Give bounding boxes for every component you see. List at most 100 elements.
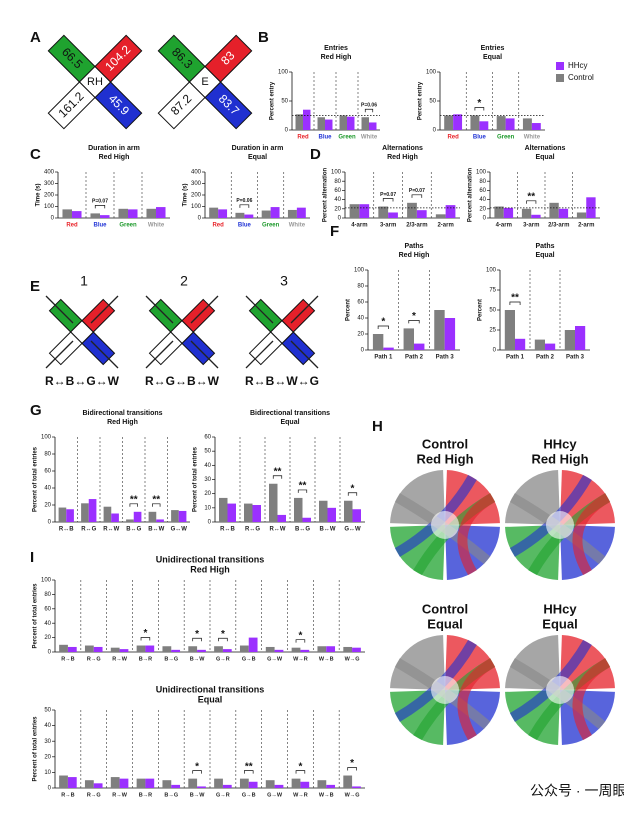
bar (407, 202, 417, 218)
x-tick-label: Blue (238, 223, 252, 229)
chart-subtitle: Equal (483, 54, 502, 61)
bar (156, 519, 164, 522)
x-tick-label: Red (212, 223, 224, 229)
chord-segment (560, 635, 615, 690)
chart-subtitle: Red High (321, 54, 352, 61)
x-tick-label: G→W (267, 656, 283, 662)
maze-diagonal: 87.283 (157, 34, 253, 130)
bar (197, 786, 206, 788)
significance: * (143, 628, 147, 639)
bar (219, 497, 228, 522)
bar (188, 646, 198, 652)
chart-subtitle: Red High (387, 154, 418, 161)
x-tick-label: White (524, 135, 541, 141)
y-tick-label: 0 (208, 520, 212, 526)
bar (90, 213, 100, 218)
significance-bracket (140, 637, 151, 641)
x-tick-label: R→G (87, 656, 101, 662)
bar (277, 514, 286, 522)
x-tick-label: 2-arm (437, 223, 453, 229)
chart-title: Unidirectional transitions (156, 684, 265, 694)
maze-center-label: E (201, 76, 208, 88)
y-tick-label: 40 (334, 197, 341, 203)
bar (503, 207, 514, 218)
bar (248, 637, 258, 652)
y-tick-label: 40 (204, 463, 211, 469)
significance-bracket (364, 108, 374, 113)
bar (302, 517, 311, 522)
significance: ** (130, 494, 138, 505)
bar (145, 778, 155, 788)
bar (319, 500, 328, 522)
bar (188, 778, 198, 788)
bar (59, 775, 68, 788)
y-tick-label: 100 (486, 268, 497, 274)
chord-segment (505, 470, 560, 525)
bar (300, 649, 310, 652)
bar (93, 646, 103, 652)
bar (118, 208, 128, 218)
y-tick-label: 20 (44, 635, 51, 641)
panel-label: B (258, 29, 269, 46)
significance-bracket (192, 637, 202, 642)
chart-title: Alternations (382, 145, 423, 152)
x-tick-label: Green (262, 223, 280, 229)
y-tick-label: 10 (204, 505, 211, 511)
x-tick-label: 4-arm (496, 223, 512, 229)
chord-segment (390, 525, 445, 580)
x-tick-label: G↔W (344, 527, 361, 533)
panel-label: I (30, 549, 34, 566)
chord-title: Control (422, 601, 468, 616)
x-tick-label: Blue (318, 135, 332, 141)
bar (218, 209, 228, 218)
bar (100, 215, 110, 218)
y-tick-label: 60 (479, 188, 486, 194)
y-tick-label: 100 (41, 435, 52, 441)
bar (171, 649, 181, 652)
significance: P=0.06 (361, 103, 377, 109)
arrow (190, 340, 219, 369)
bar (265, 646, 275, 652)
significance-bracket (297, 489, 308, 493)
chart-title: Entries (481, 45, 505, 52)
bar (110, 647, 120, 652)
bar (265, 780, 275, 788)
bar (496, 116, 506, 130)
panel-label: F (330, 223, 339, 240)
panel-label: C (30, 146, 41, 163)
bar (136, 778, 146, 788)
significance-bracket (347, 767, 357, 771)
bar (444, 115, 454, 130)
y-tick-label: 80 (479, 179, 486, 185)
y-tick-label: 40 (357, 316, 364, 322)
chart-title: Paths (535, 243, 554, 250)
x-tick-label: Red (297, 135, 309, 141)
bar (317, 646, 327, 652)
y-tick-label: 200 (44, 193, 55, 199)
bar (156, 207, 166, 218)
chord-segment (505, 690, 560, 745)
significance: * (221, 629, 225, 640)
y-tick-label: 50 (281, 99, 288, 105)
x-tick-label: W→G (345, 656, 360, 662)
y-axis-label: Percent alternation (323, 167, 329, 222)
bar (84, 780, 94, 788)
significance: * (351, 483, 355, 494)
chord-title: HHcy (543, 436, 577, 451)
bar (296, 207, 306, 218)
x-tick-label: W→R (293, 792, 308, 798)
y-tick-label: 60 (334, 188, 341, 194)
chart-subtitle: Red High (399, 252, 430, 259)
y-tick-label: 20 (204, 491, 211, 497)
y-tick-label: 300 (191, 181, 202, 187)
bar (531, 214, 541, 218)
path-number: 1 (80, 273, 88, 289)
significance: ** (274, 466, 282, 477)
x-tick-label: B↔G (126, 527, 141, 533)
arm-white (47, 81, 96, 130)
y-axis-label: Percent of total entries (33, 583, 39, 649)
significance: ** (511, 293, 519, 304)
significance-bracket (474, 107, 485, 111)
bar (326, 646, 336, 652)
y-tick-label: 60 (44, 469, 51, 475)
